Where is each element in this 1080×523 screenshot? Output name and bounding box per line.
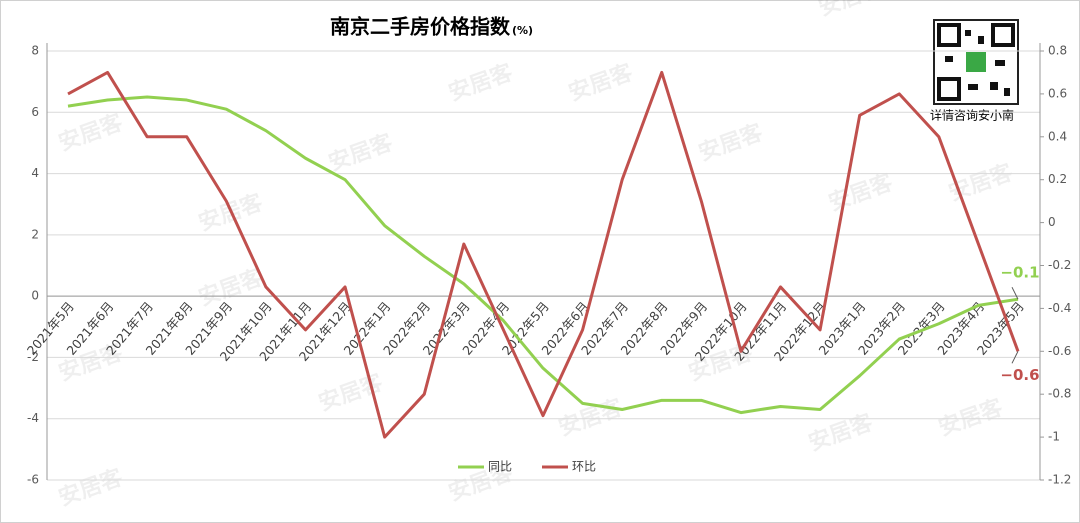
y2-tick-label: 0.4	[1048, 129, 1067, 143]
qr-code	[933, 19, 1019, 105]
y2-tick-label: -0.6	[1048, 344, 1071, 358]
series-line	[67, 70, 1020, 439]
y-tick-label: 2	[31, 227, 39, 241]
y2-tick-label: 0.2	[1048, 172, 1067, 186]
data-label: −0.1	[1000, 264, 1039, 282]
y2-tick-label: 0	[1048, 215, 1056, 229]
y-tick-label: 8	[31, 44, 39, 58]
y2-tick-label: -0.4	[1048, 301, 1071, 315]
series-line	[67, 95, 1019, 415]
y-tick-label: 4	[31, 166, 39, 180]
legend-label: 环比	[572, 460, 596, 474]
y2-tick-label: -1	[1048, 430, 1060, 444]
y-tick-label: 6	[31, 105, 39, 119]
y-tick-label: -6	[27, 473, 39, 487]
chart-title-unit: (%)	[512, 24, 533, 37]
y2-tick-label: -1.2	[1048, 473, 1071, 487]
y-tick-label: -2	[27, 350, 39, 364]
y-tick-label: 0	[31, 289, 39, 303]
label-leader	[1011, 286, 1019, 300]
y2-tick-label: 0.8	[1048, 44, 1067, 58]
label-leader	[1011, 351, 1019, 364]
y2-tick-label: -0.8	[1048, 387, 1071, 401]
y2-tick-label: 0.6	[1048, 86, 1067, 100]
legend-label: 同比	[488, 460, 512, 474]
qr-caption: 详情咨询安小南	[930, 108, 1014, 123]
y2-tick-label: -0.2	[1048, 258, 1071, 272]
data-label: −0.6	[1000, 366, 1039, 384]
y-tick-label: -4	[27, 411, 39, 425]
chart-title: 南京二手房价格指数	[330, 15, 511, 39]
